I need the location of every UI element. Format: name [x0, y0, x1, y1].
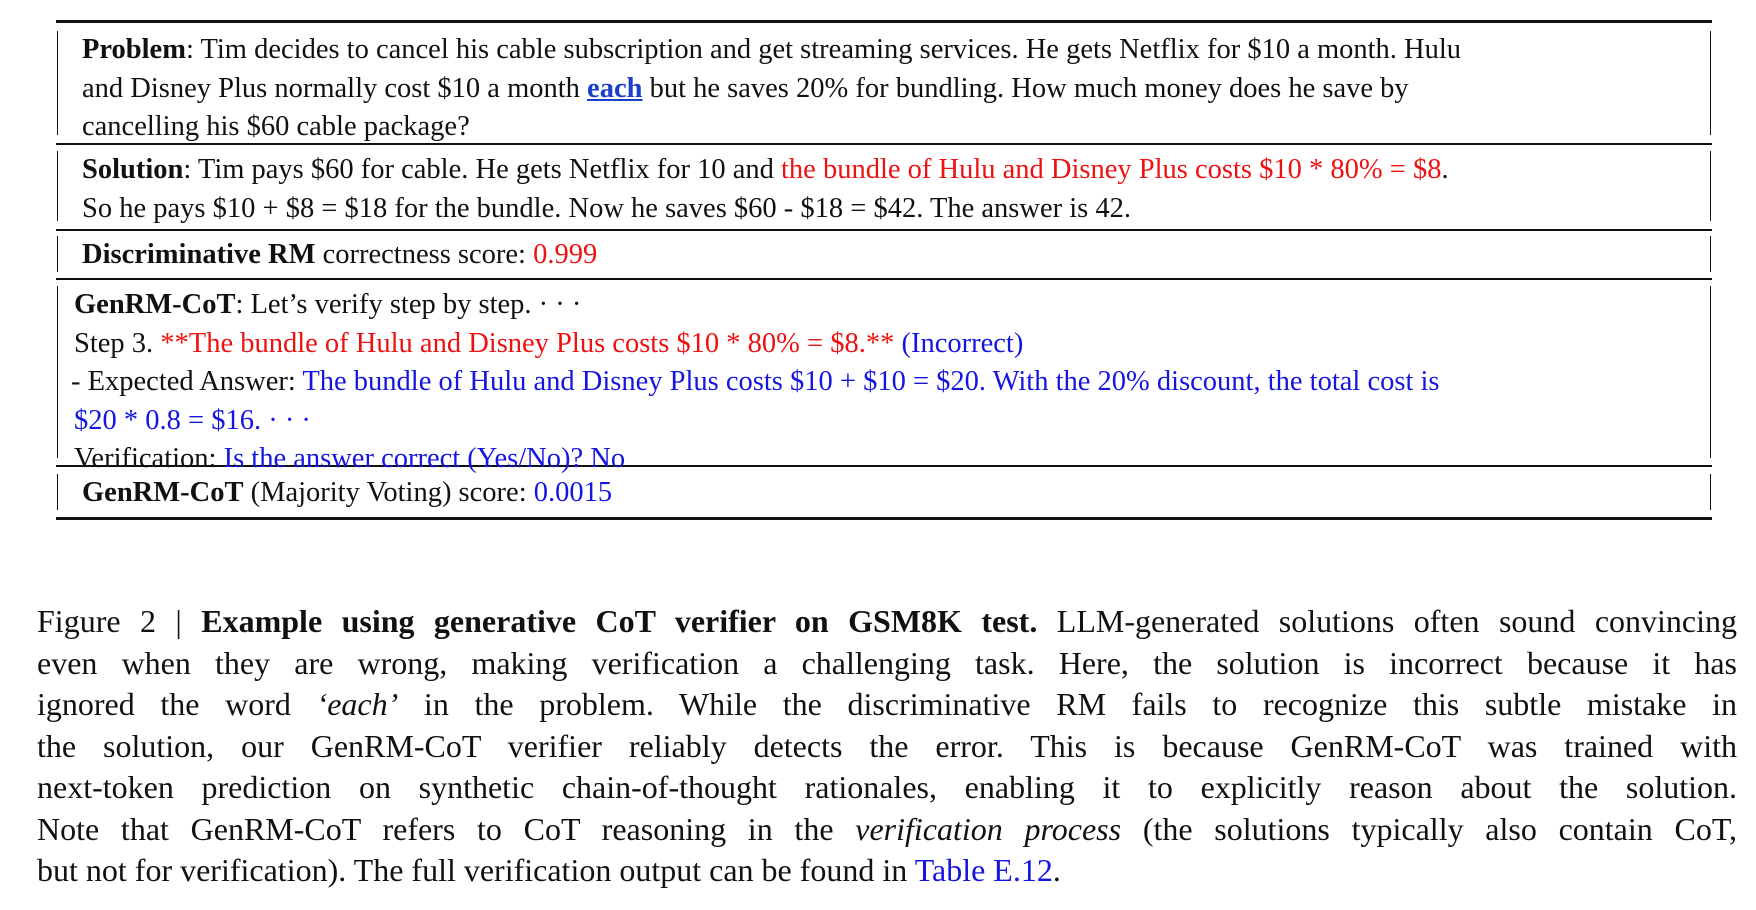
caption-line-7: but not for verification). The full veri…: [37, 852, 1061, 888]
solution-line-1: Solution: Tim pays $60 for cable. He get…: [82, 154, 1449, 185]
problem-box: Problem: Tim decides to cancel his cable…: [57, 31, 1711, 142]
genrm-step-quote: **The bundle of Hulu and Disney Plus cos…: [160, 327, 895, 359]
solution-error-step: the bundle of Hulu and Disney Plus costs…: [781, 154, 1442, 185]
caption-line-4: the solution, our GenRM-CoT verifier rel…: [37, 727, 1737, 764]
genrm-verification-line: Verification: Is the answer correct (Yes…: [74, 443, 626, 474]
table-top-rule: [56, 20, 1712, 23]
figure-caption: Figure 2 | Example using generative CoT …: [37, 601, 1737, 892]
problem-line-1: Problem: Tim decides to cancel his cable…: [82, 34, 1462, 65]
each-emphasis-link[interactable]: each: [587, 72, 643, 104]
discriminative-line: Discriminative RM correctness score: 0.9…: [82, 239, 598, 270]
discriminative-label: Discriminative RM: [82, 239, 316, 270]
divider-after-genrm: [56, 465, 1712, 467]
genrm-expected-line-2: $20 * 0.8 = $16. · · ·: [74, 404, 311, 436]
solution-box: Solution: Tim pays $60 for cable. He get…: [57, 151, 1711, 224]
divider-after-discriminative: [56, 278, 1712, 280]
divider-after-problem: [56, 143, 1712, 145]
discriminative-score: 0.999: [533, 239, 598, 270]
genrm-intro-line: GenRM-CoT: Let’s verify step by step. · …: [74, 289, 582, 320]
caption-line-6: Note that GenRM-CoT refers to CoT reason…: [37, 810, 1738, 847]
solution-label: Solution: [82, 154, 184, 185]
table-bottom-rule: [56, 517, 1712, 520]
problem-label: Problem: [82, 34, 186, 65]
majority-line: GenRM-CoT (Majority Voting) score: 0.001…: [82, 477, 613, 508]
genrm-cot-box: GenRM-CoT: Let’s verify step by step. · …: [57, 286, 1711, 474]
problem-line-2: and Disney Plus normally cost $10 a mont…: [82, 72, 1409, 104]
caption-line-2: even when they are wrong, making verific…: [37, 644, 1737, 681]
caption-line-1: Figure 2 | Example using generative CoT …: [37, 603, 1738, 639]
genrm-expected-line-1: - Expected Answer: The bundle of Hulu an…: [71, 366, 1440, 397]
genrm-verification-answer: Is the answer correct (Yes/No)? No: [223, 443, 626, 474]
genrm-label: GenRM-CoT: [74, 289, 236, 320]
caption-line-5: next-token prediction on synthetic chain…: [37, 769, 1737, 805]
majority-score: 0.0015: [533, 477, 613, 508]
problem-line-3: cancelling his $60 cable package?: [82, 111, 470, 142]
table-e12-link[interactable]: Table E.12: [914, 852, 1053, 888]
discriminative-rm-box: Discriminative RM correctness score: 0.9…: [57, 236, 1711, 272]
solution-line-2: So he pays $10 + $8 = $18 for the bundle…: [82, 192, 1132, 224]
majority-voting-box: GenRM-CoT (Majority Voting) score: 0.001…: [57, 474, 1711, 510]
caption-title: Example using generative CoT verifier on…: [201, 603, 1030, 639]
divider-after-solution: [56, 229, 1712, 231]
majority-label: GenRM-CoT: [82, 477, 244, 508]
genrm-step-verdict: (Incorrect): [894, 327, 1024, 359]
genrm-step-line: Step 3. **The bundle of Hulu and Disney …: [74, 327, 1024, 359]
caption-line-3: ignored the word ‘each’ in the problem. …: [37, 686, 1738, 722]
